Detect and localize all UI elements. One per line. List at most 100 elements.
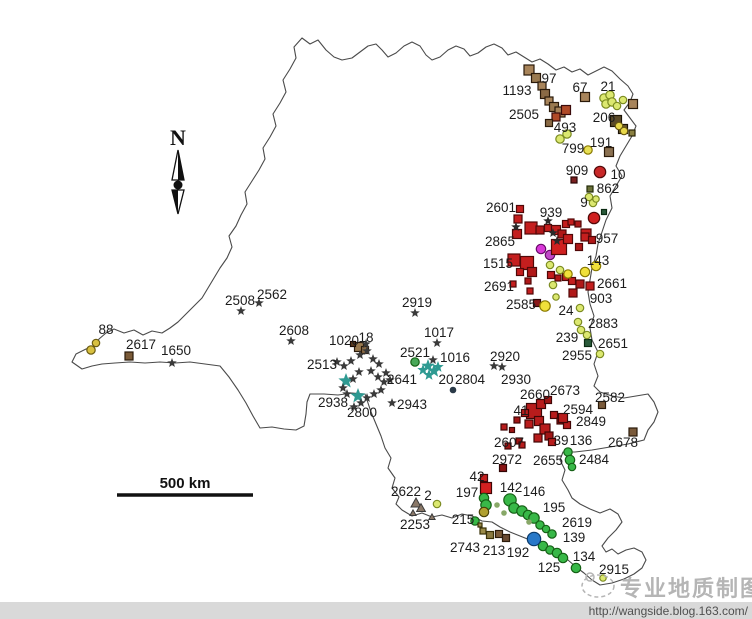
square-marker xyxy=(479,473,489,483)
site-label-67: 67 xyxy=(572,80,587,95)
square-marker xyxy=(515,204,525,214)
circle-marker xyxy=(545,260,555,270)
square-marker xyxy=(533,433,543,443)
site-label-143: 143 xyxy=(587,253,610,268)
square-marker xyxy=(567,218,575,226)
site-label-2608: 2608 xyxy=(279,323,309,338)
site-label-2943: 2943 xyxy=(397,397,427,412)
watermark-logo xyxy=(581,574,615,598)
site-label-239: 239 xyxy=(556,330,579,345)
site-label-2660: 2660 xyxy=(520,387,550,402)
site-label-2955: 2955 xyxy=(562,348,592,363)
star-marker xyxy=(385,375,395,384)
site-label-1016: 1016 xyxy=(440,350,470,365)
site-label-213: 213 xyxy=(483,543,506,558)
circle-marker xyxy=(470,516,480,526)
square-marker xyxy=(562,233,574,245)
site-label-2938: 2938 xyxy=(318,395,348,410)
site-label-1515: 1515 xyxy=(483,256,513,271)
star-marker xyxy=(366,366,376,375)
circle-marker xyxy=(567,462,577,472)
site-label-939: 939 xyxy=(540,205,563,220)
dot-marker xyxy=(449,386,457,394)
circle-marker xyxy=(573,317,583,327)
triangle-marker xyxy=(428,512,436,520)
dot-marker xyxy=(526,519,532,525)
circle-marker xyxy=(614,121,624,131)
star-marker xyxy=(338,373,354,388)
circle-marker xyxy=(557,552,569,564)
star-marker xyxy=(355,350,365,359)
square-marker xyxy=(533,415,545,427)
site-label-2508: 2508 xyxy=(225,293,255,308)
circle-marker xyxy=(410,357,420,367)
site-label-2562: 2562 xyxy=(257,287,287,302)
site-label-125: 125 xyxy=(538,560,561,575)
site-label-146: 146 xyxy=(523,484,546,499)
site-label-197: 197 xyxy=(456,485,479,500)
watermark: 专业地质制图 xyxy=(581,572,752,601)
square-marker xyxy=(508,426,516,434)
triangle-marker xyxy=(409,508,417,516)
square-marker xyxy=(628,427,638,437)
site-label-2619: 2619 xyxy=(562,515,592,530)
site-label-2920: 2920 xyxy=(490,349,520,364)
circle-marker xyxy=(526,531,542,547)
circle-marker xyxy=(548,280,558,290)
site-label-2594: 2594 xyxy=(563,402,594,417)
site-label-9: 9 xyxy=(580,195,588,210)
site-label-2: 2 xyxy=(424,488,432,503)
site-label-2673: 2673 xyxy=(550,383,580,398)
square-marker xyxy=(498,463,508,473)
site-label-2641: 2641 xyxy=(387,372,417,387)
square-marker xyxy=(524,419,534,429)
circle-marker xyxy=(547,529,557,539)
star-marker xyxy=(497,362,507,371)
square-marker xyxy=(526,287,534,295)
site-label-862: 862 xyxy=(597,181,620,196)
circle-marker xyxy=(584,192,594,202)
star-marker xyxy=(354,367,364,376)
square-marker xyxy=(479,481,493,495)
site-label-192: 192 xyxy=(507,545,530,560)
circle-marker xyxy=(563,269,573,279)
star-marker xyxy=(339,361,349,370)
dot-marker xyxy=(494,502,500,508)
circle-marker xyxy=(541,524,551,534)
circle-marker xyxy=(478,506,490,518)
footer-url-link[interactable]: http://wangside.blog.163.com/ xyxy=(588,603,748,618)
square-marker xyxy=(494,529,504,539)
star-marker xyxy=(338,383,348,392)
circle-marker xyxy=(535,520,545,530)
circle-marker xyxy=(595,349,605,359)
square-marker xyxy=(574,242,584,252)
site-label-88: 88 xyxy=(98,322,113,337)
site-label-2849: 2849 xyxy=(576,414,606,429)
circle-marker xyxy=(562,129,572,139)
star-marker xyxy=(286,336,296,345)
site-label-18: 18 xyxy=(358,330,373,345)
star-marker xyxy=(381,368,391,377)
star-marker xyxy=(432,361,444,372)
watermark-logo-ear-icon xyxy=(585,572,595,582)
circle-marker xyxy=(590,260,602,272)
site-label-2919: 2919 xyxy=(402,295,432,310)
square-marker xyxy=(477,522,483,528)
circle-marker xyxy=(592,195,600,203)
square-marker xyxy=(586,185,594,193)
square-marker xyxy=(349,340,357,348)
square-marker xyxy=(560,104,572,116)
square-marker xyxy=(585,281,595,291)
star-marker xyxy=(379,377,389,386)
star-marker xyxy=(373,372,383,381)
square-marker xyxy=(485,530,495,540)
square-marker xyxy=(530,72,542,84)
square-marker xyxy=(513,214,523,224)
square-marker xyxy=(546,270,556,280)
site-label-206: 206 xyxy=(593,110,616,125)
star-marker xyxy=(421,359,435,372)
star-marker xyxy=(489,361,499,370)
site-label-2691: 2691 xyxy=(484,279,514,294)
square-marker xyxy=(518,441,526,449)
